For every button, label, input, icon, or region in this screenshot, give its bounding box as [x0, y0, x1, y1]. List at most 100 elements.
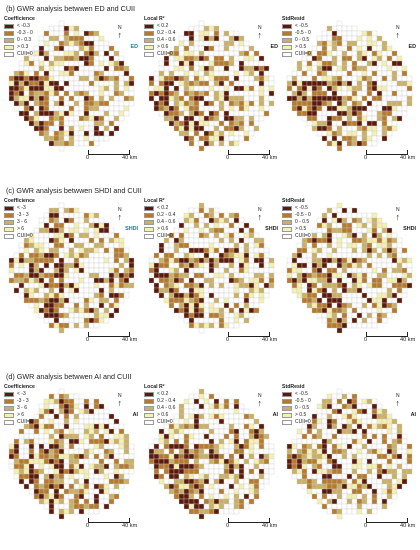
grid-cell [183, 408, 190, 415]
grid-cell [53, 30, 60, 37]
grid-cell [228, 140, 235, 147]
grid-cell [296, 443, 303, 450]
grid-cell [23, 282, 30, 289]
grid-cell [58, 237, 65, 244]
grid-cell [223, 413, 230, 420]
grid-cell [366, 307, 373, 314]
grid-cell [88, 50, 95, 57]
grid-cell [401, 448, 408, 455]
grid-cell [326, 448, 333, 455]
grid-cell [188, 428, 195, 435]
legend-item: < 0.2 [144, 205, 175, 212]
grid-cell [248, 262, 255, 269]
grid-cell [188, 448, 195, 455]
grid-cell [188, 135, 195, 142]
grid-cell [178, 120, 185, 127]
grid-cell [208, 85, 215, 92]
grid-cell [336, 428, 343, 435]
grid-cell [83, 262, 90, 269]
grid-cell [218, 418, 225, 425]
grid-cell [248, 292, 255, 299]
grid-cell [38, 80, 45, 87]
grid-cell [243, 75, 250, 82]
grid-cell [103, 503, 110, 510]
grid-cell [183, 277, 190, 284]
grid-cell [38, 120, 45, 127]
grid-cell [93, 80, 100, 87]
grid-cell [346, 110, 353, 117]
grid-cell [173, 105, 180, 112]
grid-cell [48, 40, 55, 47]
grid-cell [253, 70, 260, 77]
grid-cell [321, 448, 328, 455]
grid-cell [118, 60, 125, 67]
grid-cell [233, 55, 240, 62]
grid-cell [356, 433, 363, 440]
grid-cell [326, 130, 333, 137]
grid-cell [93, 443, 100, 450]
grid-cell [238, 297, 245, 304]
grid-cell [198, 503, 205, 510]
grid-cell [248, 120, 255, 127]
grid-cell [233, 60, 240, 67]
grid-cell [58, 438, 65, 445]
grid-cell [233, 443, 240, 450]
grid-cell [168, 65, 175, 72]
grid-cell [88, 135, 95, 142]
grid-cell [173, 443, 180, 450]
grid-cell [258, 252, 265, 259]
grid-cell [223, 468, 230, 475]
grid-cell [291, 287, 298, 294]
grid-cell [316, 297, 323, 304]
grid-cell [306, 252, 313, 259]
grid-cell [158, 463, 165, 470]
grid-cell [356, 95, 363, 102]
grid-cell [53, 413, 60, 420]
grid-cell [366, 247, 373, 254]
legend-title: StdResid [282, 384, 305, 390]
grid-cell [243, 95, 250, 102]
grid-cell [306, 438, 313, 445]
grid-cell [218, 100, 225, 107]
grid-cell [28, 95, 35, 102]
grid-cell [203, 393, 210, 400]
grid-cell [228, 55, 235, 62]
grid-cell [48, 50, 55, 57]
grid-cell [218, 267, 225, 274]
grid-cell [43, 50, 50, 57]
grid-cell [173, 110, 180, 117]
grid-cell [58, 473, 65, 480]
grid-cell [361, 212, 368, 219]
grid-cell [198, 483, 205, 490]
grid-cell [173, 277, 180, 284]
legend-label: < -0.5 [295, 205, 308, 211]
grid-cell [88, 130, 95, 137]
grid-cell [326, 302, 333, 309]
grid-cell [263, 468, 270, 475]
grid-cell [233, 257, 240, 264]
grid-cell [381, 433, 388, 440]
grid-cell [193, 393, 200, 400]
grid-cell [301, 473, 308, 480]
grid-cell [386, 488, 393, 495]
variable-tag: AI [410, 412, 416, 418]
grid-cell [53, 207, 60, 214]
grid-cell [198, 433, 205, 440]
grid-cell [316, 292, 323, 299]
grid-cell [123, 478, 130, 485]
grid-cell [253, 100, 260, 107]
grid-cell [73, 267, 80, 274]
grid-cell [361, 60, 368, 67]
grid-cell [163, 100, 170, 107]
grid-cell [163, 65, 170, 72]
grid-cell [326, 317, 333, 324]
grid-cell [68, 45, 75, 52]
grid-cell [103, 267, 110, 274]
grid-cell [83, 80, 90, 87]
grid-cell [306, 257, 313, 264]
grid-cell [223, 463, 230, 470]
grid-cell [78, 272, 85, 279]
grid-cell [198, 232, 205, 239]
grid-cell [203, 508, 210, 515]
grid-cell [346, 125, 353, 132]
